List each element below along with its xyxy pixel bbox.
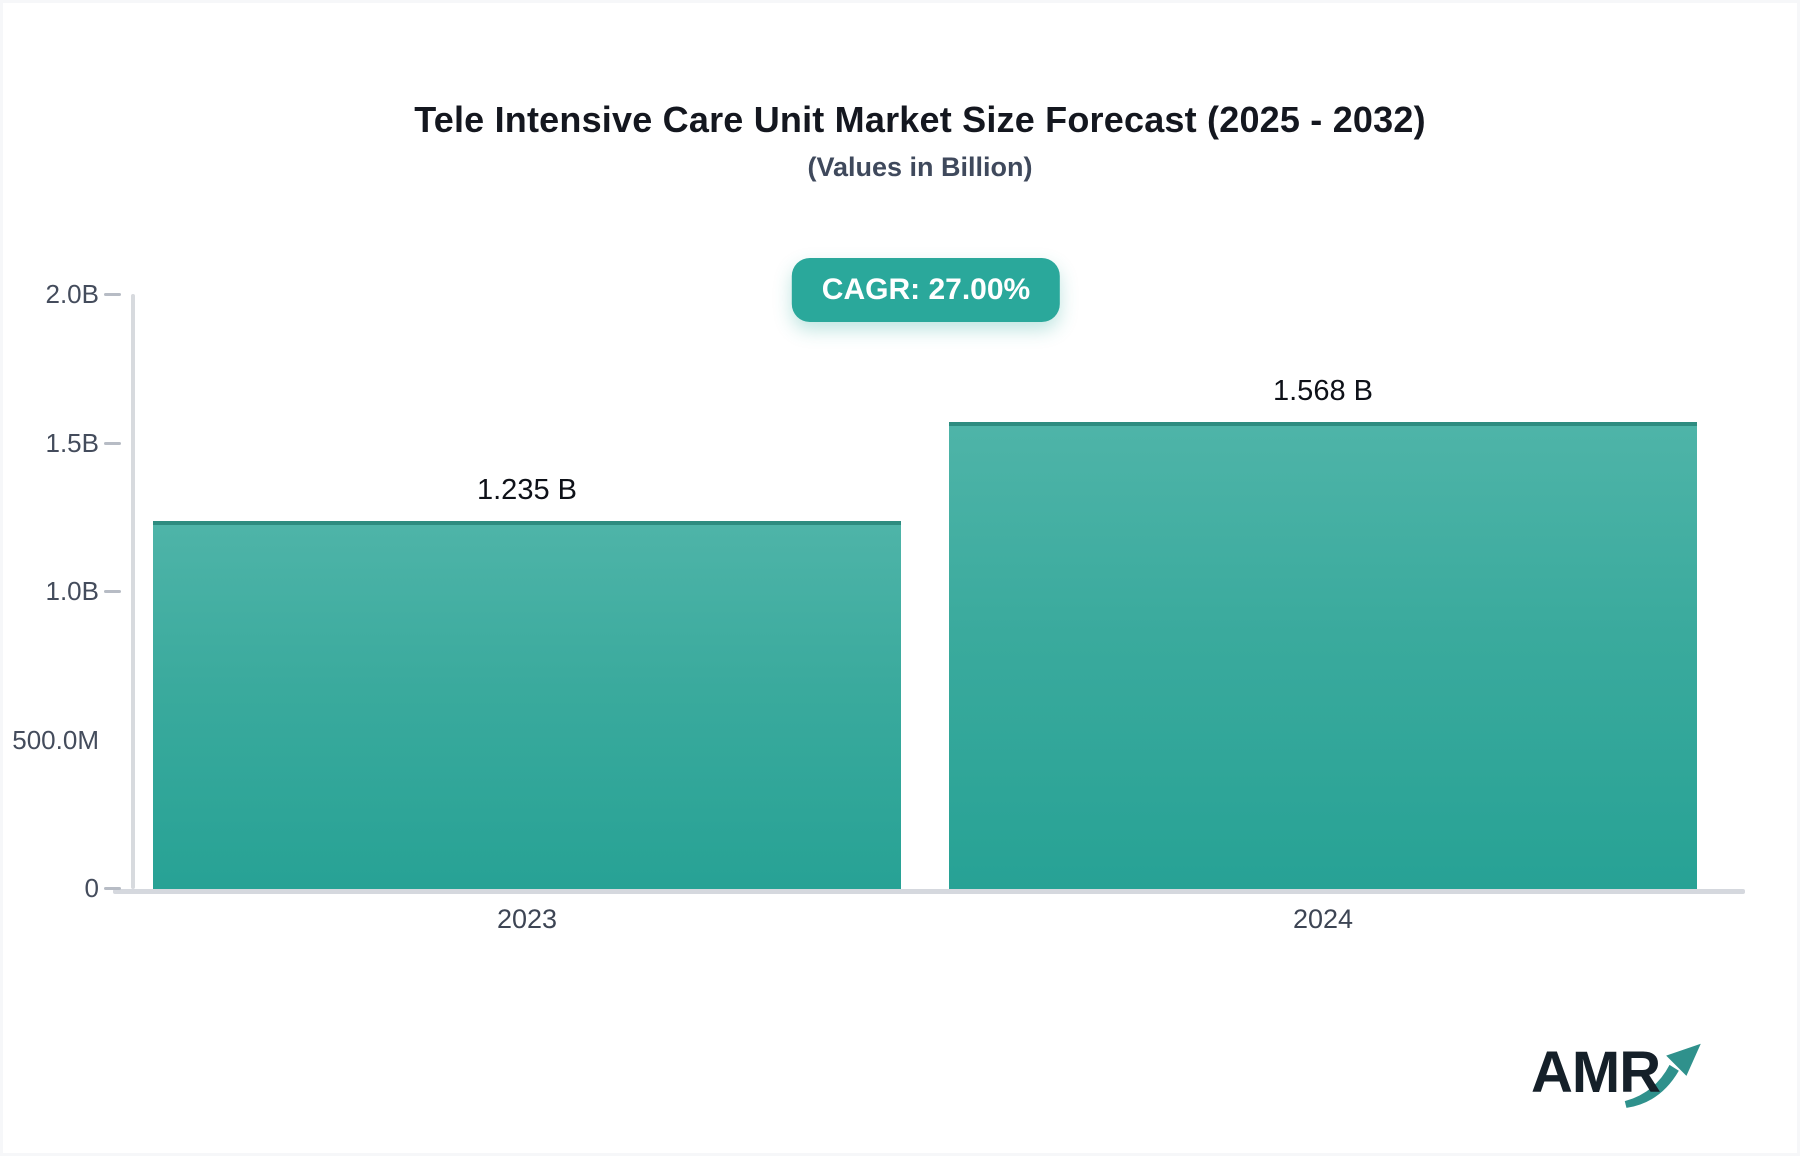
y-tick-mark-0	[104, 887, 121, 890]
cagr-badge: CAGR: 27.00%	[791, 258, 1061, 322]
x-axis-label-2024: 2024	[1292, 904, 1354, 934]
x-axis-line	[113, 889, 1745, 894]
y-axis-line	[131, 294, 135, 889]
y-tick-mark-1.0B	[104, 590, 121, 593]
bar-2024	[949, 422, 1697, 889]
trending-up-arrow-icon	[1624, 1043, 1701, 1108]
x-axis-label-2023: 2023	[496, 904, 558, 934]
amr-logo-text: AMR	[1531, 1040, 1661, 1105]
bar-value-label-2024: 1.568 B	[1273, 375, 1373, 408]
chart-title: Tele Intensive Care Unit Market Size For…	[414, 99, 1426, 140]
chart-subtitle: (Values in Billion)	[807, 152, 1033, 182]
y-tick-label-1.0B: 1.0B	[45, 576, 100, 606]
y-tick-label-500.0M: 500.0M	[12, 724, 99, 755]
bar-2023	[153, 521, 901, 889]
amr-logo: AMR	[1531, 1037, 1721, 1117]
y-tick-label-0: 0	[84, 873, 99, 903]
bar-value-label-2023: 1.235 B	[477, 474, 577, 507]
y-tick-mark-1.5B	[104, 441, 121, 445]
y-tick-label-2.0B: 2.0B	[45, 279, 100, 309]
y-tick-mark-2.0B	[104, 293, 121, 296]
y-tick-label-1.5B: 1.5B	[45, 427, 100, 458]
